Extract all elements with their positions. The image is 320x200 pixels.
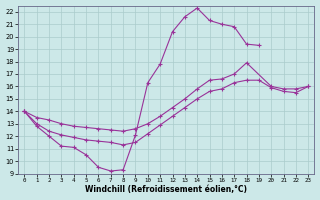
X-axis label: Windchill (Refroidissement éolien,°C): Windchill (Refroidissement éolien,°C) — [85, 185, 247, 194]
